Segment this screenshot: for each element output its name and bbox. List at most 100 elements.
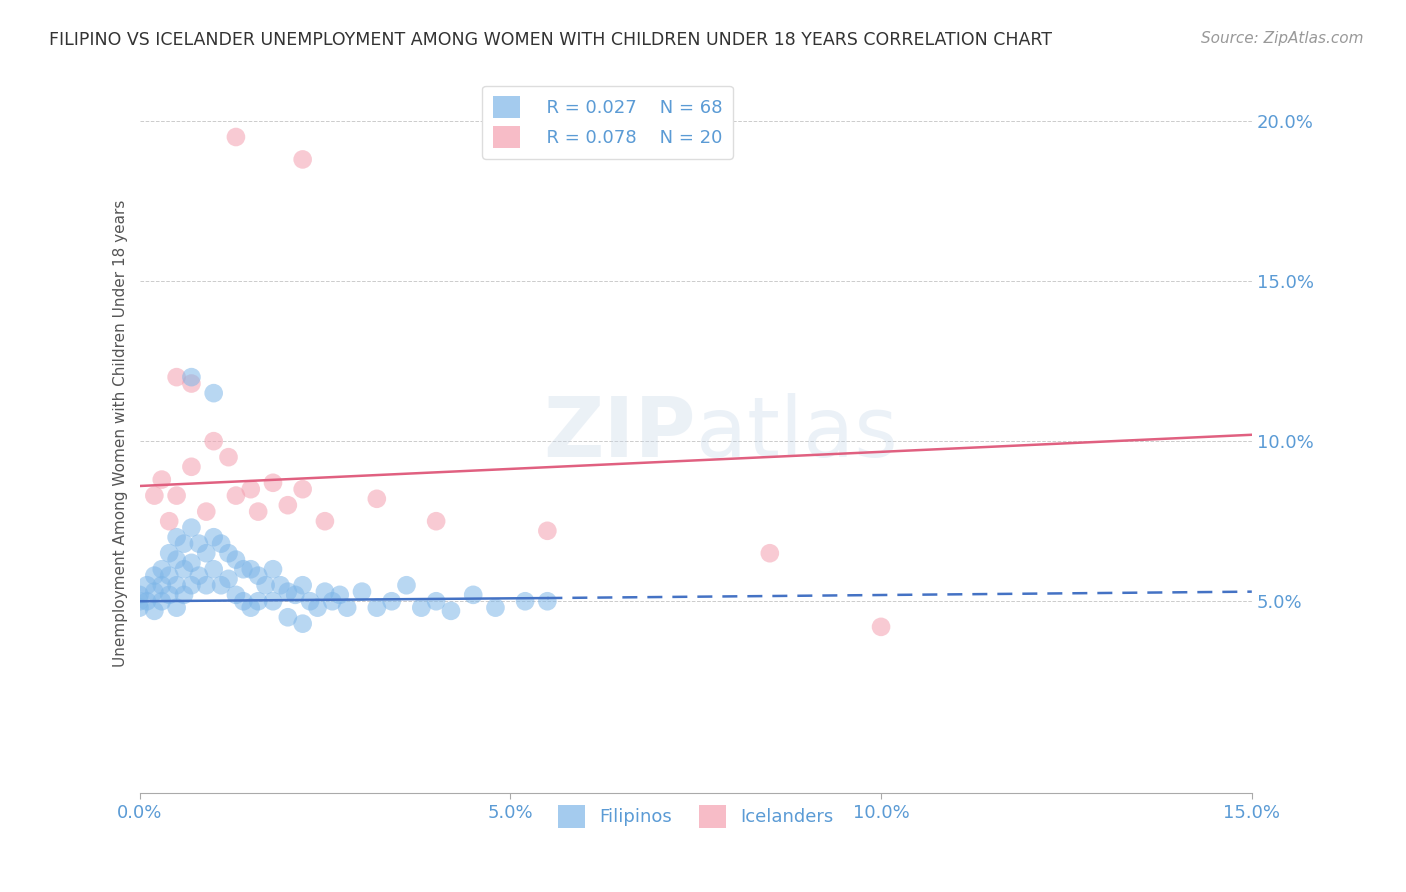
Point <box>157 546 180 560</box>
Point <box>350 584 373 599</box>
Point <box>225 489 247 503</box>
Point <box>136 594 159 608</box>
Point <box>277 498 299 512</box>
Point <box>277 584 299 599</box>
Point <box>128 588 150 602</box>
Point <box>218 546 240 560</box>
Point <box>269 578 291 592</box>
Point <box>166 530 188 544</box>
Point <box>425 514 447 528</box>
Point <box>128 594 150 608</box>
Point <box>254 578 277 592</box>
Point <box>247 594 270 608</box>
Point <box>262 475 284 490</box>
Point <box>150 473 173 487</box>
Point <box>209 578 232 592</box>
Point <box>262 594 284 608</box>
Point <box>173 562 195 576</box>
Point <box>291 482 314 496</box>
Point <box>150 562 173 576</box>
Point <box>150 578 173 592</box>
Point <box>366 491 388 506</box>
Point <box>513 594 536 608</box>
Point <box>291 578 314 592</box>
Point <box>225 552 247 566</box>
Point <box>218 450 240 465</box>
Point <box>411 600 433 615</box>
Point <box>180 520 202 534</box>
Point <box>307 600 329 615</box>
Point <box>143 489 166 503</box>
Text: ZIP: ZIP <box>543 392 696 474</box>
Point <box>247 505 270 519</box>
Point <box>166 489 188 503</box>
Point <box>195 546 218 560</box>
Point <box>314 584 336 599</box>
Point <box>173 588 195 602</box>
Point <box>239 600 262 615</box>
Point <box>157 588 180 602</box>
Point <box>321 594 343 608</box>
Point <box>143 604 166 618</box>
Point <box>366 600 388 615</box>
Point <box>536 524 558 538</box>
Text: Source: ZipAtlas.com: Source: ZipAtlas.com <box>1201 31 1364 46</box>
Text: FILIPINO VS ICELANDER UNEMPLOYMENT AMONG WOMEN WITH CHILDREN UNDER 18 YEARS CORR: FILIPINO VS ICELANDER UNEMPLOYMENT AMONG… <box>49 31 1052 49</box>
Point <box>180 578 202 592</box>
Point <box>299 594 322 608</box>
Point <box>157 568 180 582</box>
Point <box>239 482 262 496</box>
Point <box>180 370 202 384</box>
Point <box>463 588 485 602</box>
Point <box>195 578 218 592</box>
Point <box>291 616 314 631</box>
Point <box>329 588 352 602</box>
Point <box>166 600 188 615</box>
Point <box>247 568 270 582</box>
Point <box>232 562 254 576</box>
Point <box>157 514 180 528</box>
Point <box>336 600 359 615</box>
Point <box>209 536 232 550</box>
Y-axis label: Unemployment Among Women with Children Under 18 years: Unemployment Among Women with Children U… <box>114 200 128 667</box>
Point <box>232 594 254 608</box>
Point <box>180 376 202 391</box>
Point <box>291 153 314 167</box>
Point <box>143 584 166 599</box>
Point <box>180 556 202 570</box>
Point <box>381 594 404 608</box>
Point <box>239 562 262 576</box>
Point <box>759 546 782 560</box>
Legend: Filipinos, Icelanders: Filipinos, Icelanders <box>550 798 841 835</box>
Text: atlas: atlas <box>696 392 897 474</box>
Point <box>195 505 218 519</box>
Point <box>277 610 299 624</box>
Point <box>143 568 166 582</box>
Point <box>440 604 463 618</box>
Point <box>395 578 418 592</box>
Point <box>150 594 173 608</box>
Point <box>202 434 225 449</box>
Point <box>128 600 150 615</box>
Point <box>180 459 202 474</box>
Point <box>187 536 209 550</box>
Point <box>262 562 284 576</box>
Point <box>870 620 893 634</box>
Point <box>314 514 336 528</box>
Point <box>173 536 195 550</box>
Point <box>166 370 188 384</box>
Point <box>136 578 159 592</box>
Point <box>202 386 225 401</box>
Point <box>187 568 209 582</box>
Point <box>425 594 447 608</box>
Point <box>202 530 225 544</box>
Point <box>484 600 506 615</box>
Point <box>166 552 188 566</box>
Point <box>218 572 240 586</box>
Point <box>166 578 188 592</box>
Point <box>225 588 247 602</box>
Point <box>536 594 558 608</box>
Point <box>284 588 307 602</box>
Point <box>202 562 225 576</box>
Point <box>225 130 247 145</box>
